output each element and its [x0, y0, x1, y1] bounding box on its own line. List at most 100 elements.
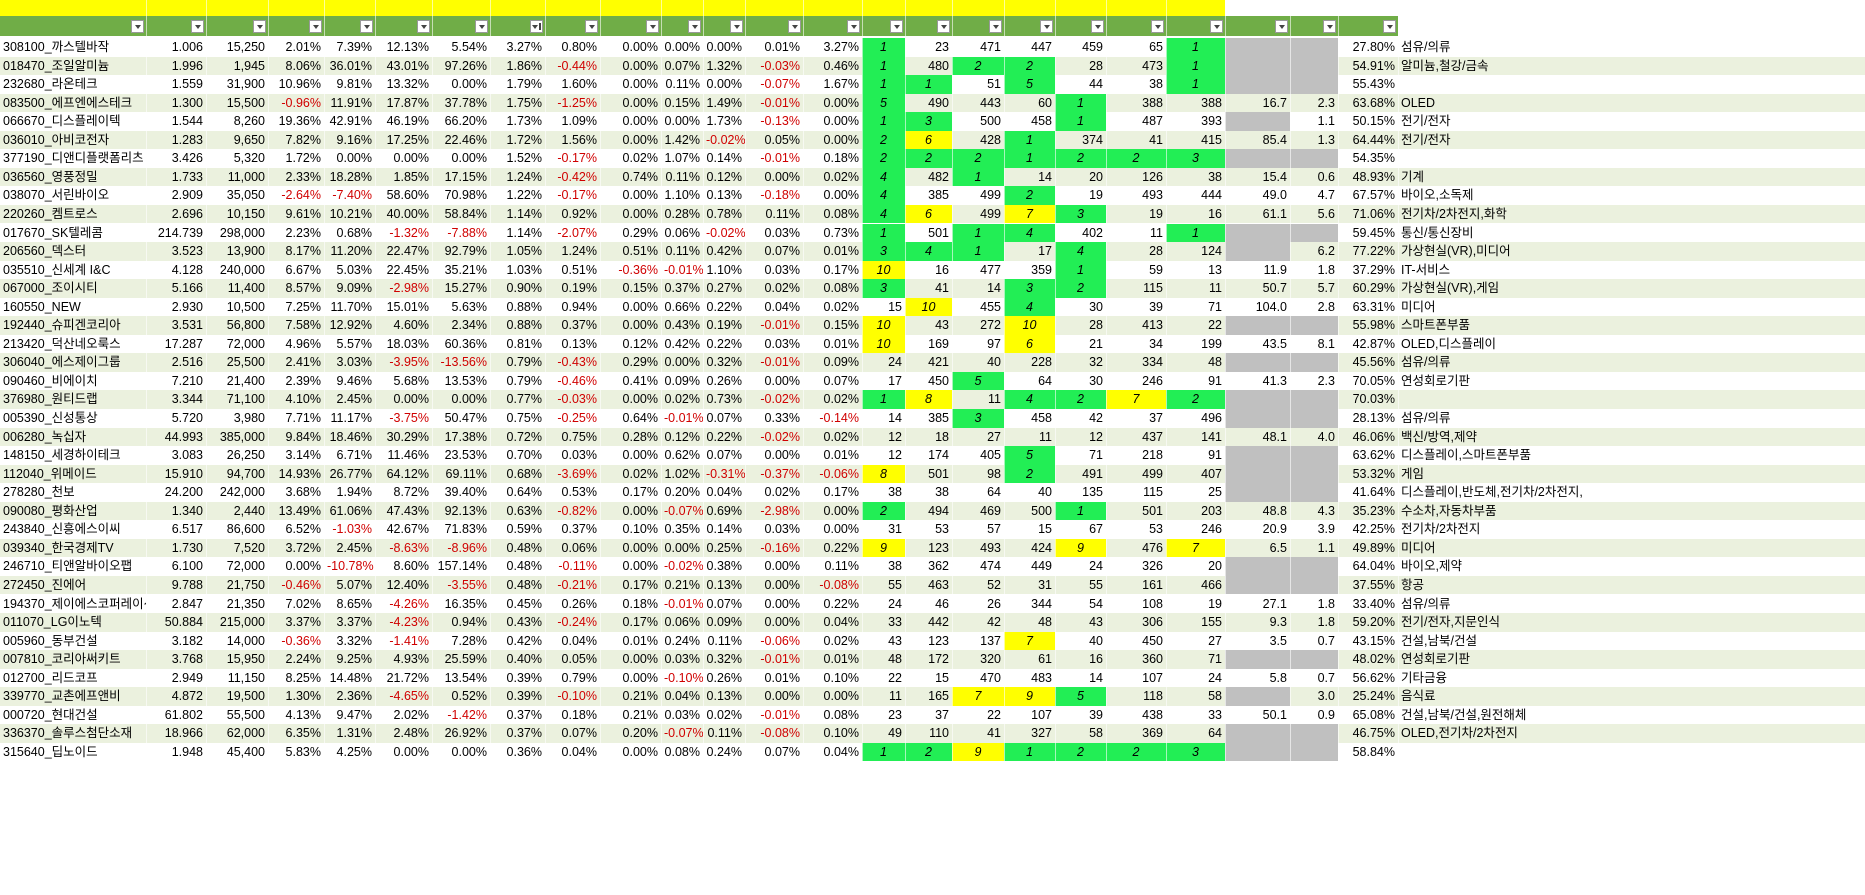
table-row[interactable]: 011070_LG이노텍 50.884 215,000 3.37% 3.37% -4.23… [0, 613, 1865, 632]
cell-mc: 15.910 [146, 464, 206, 484]
table-row[interactable]: 339770_교촌에프앤비 4.872 19,500 1.30% 2.36% -4.65%… [0, 687, 1865, 706]
cell-f1: 1.09% [545, 112, 600, 131]
filter-dropdown-yr[interactable] [989, 20, 1002, 33]
table-row[interactable]: 194370_제이에스코퍼레이션 2.847 21,350 7.02% 8.65% -4.… [0, 594, 1865, 614]
table-row[interactable]: 206560_덱스터 3.523 13,900 8.17% 11.20% 22.47% 92… [0, 242, 1865, 261]
cell-yg1: 0.21% [600, 687, 661, 706]
filter-dropdown-pbr[interactable] [1323, 20, 1336, 33]
table-row[interactable]: 377190_디앤디플랫폼리츠 3.426 5,320 1.72% 0.00% 0.00%… [0, 149, 1865, 168]
cell-p20: 43.01% [375, 56, 432, 76]
table-row[interactable]: 066670_디스플레이텍 1.544 8,260 19.36% 42.91% 46.19… [0, 112, 1865, 131]
filter-dropdown-f1[interactable] [585, 20, 598, 33]
table-row[interactable]: 067000_조이시티 5.166 11,400 8.57% 9.09% -2.98% 15… [0, 279, 1865, 298]
table-row[interactable]: 243840_신흥에스이씨 6.517 86,600 6.52% -1.03% 42.67… [0, 520, 1865, 539]
cell-p20: 58.60% [375, 186, 432, 205]
cell-ir: 4 [862, 186, 905, 205]
table-row[interactable]: 012700_리드코프 2.949 11,150 8.25% 14.48% 21.72% 1… [0, 668, 1865, 688]
table-row[interactable]: 315640_딥노이드 1.948 45,400 5.83% 4.25% 0.00% 0.0… [0, 742, 1865, 762]
filter-dropdown-ccr[interactable] [1383, 20, 1396, 33]
table-row[interactable]: 376980_원티드랩 3.344 71,100 4.10% 2.45% 0.00% 0.0… [0, 390, 1865, 409]
table-row[interactable]: 246710_티앤알바이오팹 6.100 72,000 0.00% -10.78% 8.6… [0, 557, 1865, 576]
cell-fr: 10 [905, 297, 952, 317]
cell-tr: 2 [1055, 742, 1106, 762]
filter-dropdown-tr[interactable] [1091, 20, 1104, 33]
cell-ocr: 246 [1106, 371, 1166, 391]
cell-p5: 9.09% [324, 279, 375, 298]
table-row[interactable]: 083500_에프엔에스테크 1.300 15,500 -0.96% 11.91% 17.… [0, 93, 1865, 113]
cell-yg1: 0.00% [600, 742, 661, 762]
cell-yg1: 0.17% [600, 575, 661, 595]
table-row[interactable]: 039340_한국경제TV 1.730 7,520 3.72% 2.45% -8.63% -… [0, 538, 1865, 558]
cell-sector [1398, 390, 1865, 409]
table-row[interactable]: 232680_라온테크 1.559 31,900 10.96% 9.81% 13.32% 0… [0, 75, 1865, 94]
table-row[interactable]: 005960_동부건설 3.182 14,000 -0.36% 3.32% -1.41% 7… [0, 631, 1865, 651]
table-row[interactable]: 036010_아비코전자 1.283 9,650 7.82% 9.16% 17.25% 22… [0, 130, 1865, 150]
table-row[interactable]: 220260_켐트로스 2.696 10,150 9.61% 10.21% 40.00% 5… [0, 204, 1865, 224]
filter-dropdown-ocr[interactable] [1151, 20, 1164, 33]
table-row[interactable]: 213420_덕산네오룩스 17.287 72,000 4.96% 5.57% 18.03… [0, 334, 1865, 354]
filter-dropdown-sr[interactable] [1040, 20, 1053, 33]
source-url-link[interactable] [0, 0, 146, 16]
filter-dropdown-oc1[interactable] [788, 20, 801, 33]
cell-ocr: 476 [1106, 538, 1166, 558]
cell-p5: 5.07% [324, 575, 375, 595]
filter-dropdown-fr[interactable] [937, 20, 950, 33]
filter-dropdown-per[interactable] [1275, 20, 1288, 33]
cell-yr: 455 [952, 297, 1004, 317]
table-row[interactable]: 278280_천보 24.200 242,000 3.68% 1.94% 8.72% 39.… [0, 483, 1865, 502]
filter-dropdown-p5[interactable] [360, 20, 373, 33]
cell-ir: 8 [862, 464, 905, 484]
cell-ocr: 334 [1106, 353, 1166, 372]
cell-mc: 24.200 [146, 483, 206, 502]
cell-sr: 2 [1004, 56, 1055, 76]
table-row[interactable]: 038070_서린바이오 2.909 35,050 -2.64% -7.40% 58.60… [0, 186, 1865, 205]
filter-dropdown-s1[interactable] [688, 20, 701, 33]
cell-fn1: 0.46% [803, 56, 862, 76]
filter-dropdown-p1[interactable] [309, 20, 322, 33]
cell-t1: 0.38% [703, 557, 745, 576]
table-row[interactable]: 090080_평화산업 1.340 2,440 13.49% 61.06% 47.43% 9… [0, 501, 1865, 521]
table-row[interactable]: 160550_NEW 2.930 10,500 7.25% 11.70% 15.01% 5.… [0, 297, 1865, 317]
filter-dropdown-t1[interactable] [730, 20, 743, 33]
filter-dropdown-i1[interactable] [530, 20, 543, 33]
cell-s1: 0.00% [661, 353, 703, 372]
filter-dropdown-mc[interactable] [191, 20, 204, 33]
cell-ccr: 70.03% [1338, 390, 1398, 409]
table-row[interactable]: 036560_영풍정밀 1.733 11,000 2.33% 18.28% 1.85% 17… [0, 167, 1865, 187]
table-row[interactable]: 006280_녹십자 44.993 385,000 9.84% 18.46% 30.29%… [0, 427, 1865, 447]
filter-dropdown-p20[interactable] [417, 20, 430, 33]
filter-dropdown-stockname[interactable] [131, 20, 144, 33]
cell-fr: 15 [905, 668, 952, 688]
table-row[interactable]: 306040_에스제이그룹 2.516 25,500 2.41% 3.03% -3.95%… [0, 353, 1865, 372]
table-row[interactable]: 000720_현대건설 61.802 55,500 4.13% 9.47% 2.02% -1… [0, 705, 1865, 725]
cell-ir: 1 [862, 56, 905, 76]
table-row[interactable]: 336370_솔루스첨단소재 18.966 62,000 6.35% 1.31% 2.48… [0, 724, 1865, 743]
cell-mc: 2.930 [146, 297, 206, 317]
cell-per: 48.1 [1225, 427, 1290, 447]
filter-dropdown-close[interactable] [253, 20, 266, 33]
filter-dropdown-fnr[interactable] [1210, 20, 1223, 33]
table-row[interactable]: 005390_신성통상 5.720 3,980 7.71% 11.17% -3.75% 50… [0, 409, 1865, 428]
column-header-ir [862, 16, 905, 36]
table-row[interactable]: 090460_비에이치 7.210 21,400 2.39% 9.46% 5.68% 13.… [0, 371, 1865, 391]
cell-oc1: 0.11% [745, 204, 803, 224]
cell-p5: 9.25% [324, 650, 375, 669]
table-row[interactable]: 192440_슈피겐코리아 3.531 56,800 7.58% 12.92% 4.60%… [0, 316, 1865, 335]
table-row[interactable]: 148150_세경하이테크 3.083 26,250 3.14% 6.71% 11.46%… [0, 446, 1865, 465]
table-row[interactable]: 035510_신세계 I&C 4.128 240,000 6.67% 5.03% 22.4… [0, 260, 1865, 280]
cell-p60: -13.56% [432, 353, 490, 372]
table-row[interactable]: 112040_위메이드 15.910 94,700 14.93% 26.77% 64.12… [0, 464, 1865, 484]
table-row[interactable]: 272450_진에어 9.788 21,750 -0.46% 5.07% 12.40% -3… [0, 575, 1865, 595]
table-row[interactable]: 308100_까스텔바작 1.006 15,250 2.01% 7.39% 12.13% 5… [0, 38, 1865, 57]
cell-yg1: 0.00% [600, 56, 661, 76]
cell-name: 067000_조이시티 [0, 279, 146, 298]
cell-s1: 1.07% [661, 149, 703, 168]
table-row[interactable]: 017670_SK텔레콤 214.739 298,000 2.23% 0.68% -1.3… [0, 223, 1865, 243]
filter-dropdown-fn1[interactable] [847, 20, 860, 33]
cell-t1: 0.02% [703, 705, 745, 725]
filter-dropdown-yg1[interactable] [646, 20, 659, 33]
table-row[interactable]: 018470_조일알미늄 1.996 1,945 8.06% 36.01% 43.01% 9… [0, 56, 1865, 76]
table-row[interactable]: 007810_코리아써키트 3.768 15,950 2.24% 9.25% 4.93% 2… [0, 650, 1865, 669]
filter-dropdown-p60[interactable] [475, 20, 488, 33]
filter-dropdown-ir[interactable] [890, 20, 903, 33]
